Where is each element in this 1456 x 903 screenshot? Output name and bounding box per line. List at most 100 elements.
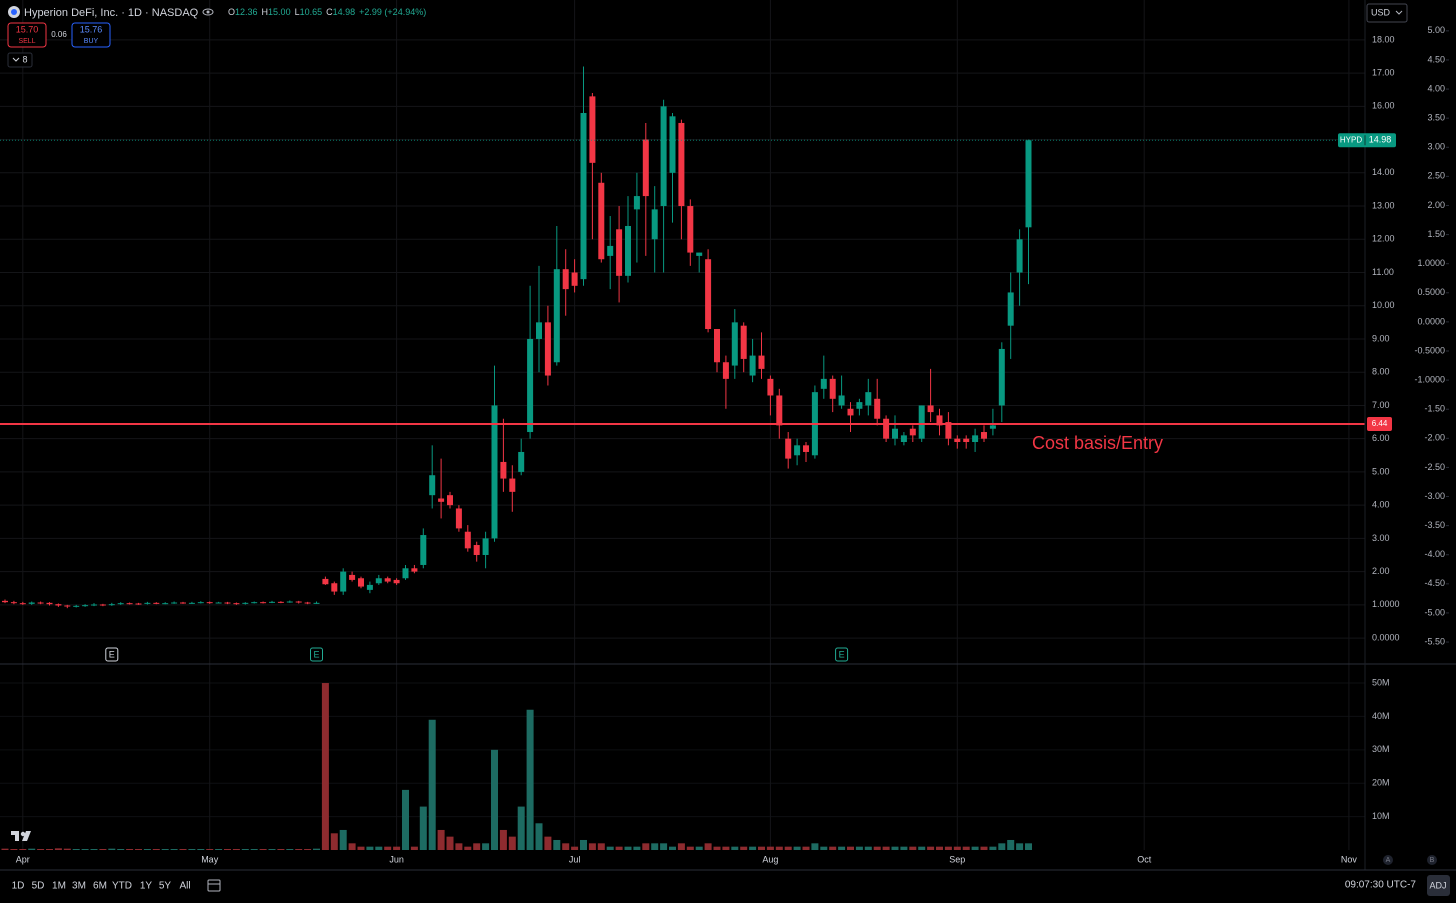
event-marker[interactable] <box>105 647 119 662</box>
candle-body <box>384 578 391 582</box>
volume-bar <box>936 846 943 850</box>
axes: 0.0000 1.0000 2.00 3.00 4.00 5.00 6.00 7.00 8.00… <box>16 25 1449 864</box>
volume-bar <box>962 846 970 850</box>
volume-bar <box>642 843 650 850</box>
volume-bar <box>749 846 757 850</box>
ohlc-value: 12.36 <box>235 7 258 17</box>
candle-body <box>473 545 480 555</box>
logo <box>11 831 31 841</box>
scale-button-label[interactable]: A <box>1386 857 1391 864</box>
range-button[interactable]: 1D <box>12 881 25 892</box>
range-button[interactable]: 1M <box>52 881 66 892</box>
candle-body <box>749 355 756 376</box>
indicators-count[interactable]: 8 <box>22 54 27 64</box>
buy-button[interactable]: 15.76 BUY <box>71 22 111 48</box>
range-button[interactable]: 5Y <box>159 881 172 892</box>
volume-bar <box>19 848 27 850</box>
candle-body <box>696 252 703 256</box>
scale-button[interactable] <box>1383 855 1393 865</box>
buy-label[interactable]: BUY <box>84 38 99 45</box>
sell-box[interactable] <box>7 22 47 48</box>
last-price-label: 14.98 <box>1369 135 1392 145</box>
y2-tick-label: -3.00 <box>1424 491 1445 501</box>
calendar-icon[interactable] <box>207 879 221 892</box>
candle-body <box>126 603 133 605</box>
sell-button[interactable]: 15.70 SELL <box>7 22 47 48</box>
volume-bar <box>847 846 854 850</box>
volume-bar <box>491 749 498 850</box>
x-tick-label: Aug <box>762 854 778 864</box>
currency[interactable]: USD <box>1371 7 1391 17</box>
currency-box[interactable] <box>1366 3 1408 23</box>
adj-button[interactable]: ADJ <box>1429 880 1446 890</box>
volume-bar <box>820 846 828 850</box>
indicators-box[interactable] <box>7 52 33 68</box>
candle-body <box>820 378 827 389</box>
range-button[interactable]: YTD <box>112 881 132 892</box>
adj-box[interactable] <box>1427 875 1450 896</box>
range-button[interactable]: 5D <box>32 881 45 892</box>
range-button[interactable]: 6M <box>93 881 107 892</box>
currency-select[interactable]: USD <box>1366 3 1408 23</box>
event-label[interactable]: E <box>839 649 845 659</box>
candle-body <box>669 116 676 173</box>
symbol-icon-inner <box>11 9 17 15</box>
candle-body <box>286 601 293 603</box>
event-marker[interactable] <box>310 647 323 662</box>
indicators-toggle[interactable]: 8 <box>7 52 33 68</box>
range-button[interactable]: All <box>179 881 190 892</box>
range-button[interactable]: 1Y <box>140 881 153 892</box>
volume-bar <box>953 846 961 850</box>
range-button[interactable]: 3M <box>72 881 86 892</box>
volume-bar <box>864 846 872 850</box>
marks: Cost basis/Entry E E E <box>0 66 1365 850</box>
eye-icon[interactable] <box>202 8 214 16</box>
y-tick-label: 9.00 <box>1372 333 1390 343</box>
candle-body <box>46 602 53 605</box>
sell-label[interactable]: SELL <box>18 38 35 45</box>
chevron <box>1395 10 1403 15</box>
event-label[interactable]: E <box>109 649 115 659</box>
ohlc-value: 15.00 <box>268 7 291 17</box>
chevron <box>12 57 20 62</box>
volume-bar <box>99 848 107 850</box>
candle-body <box>918 405 925 439</box>
symbol-title[interactable]: Hyperion DeFi, Inc. · 1D · NASDAQ <box>24 7 199 19</box>
volume-bar <box>170 848 178 850</box>
cost-basis-tag <box>1367 417 1392 432</box>
sell-price[interactable]: 15.70 <box>16 24 39 34</box>
volume-bar <box>695 846 703 850</box>
volume-bar <box>72 848 80 850</box>
y2-tick-label: 0.5000 <box>1417 287 1445 297</box>
volume-bar <box>348 843 356 850</box>
volume-bar <box>143 848 151 850</box>
volume-bar <box>713 846 721 850</box>
volume-bar <box>802 846 810 850</box>
clock: 09:07:30 UTC-7 <box>1345 880 1417 891</box>
event-marker[interactable] <box>835 647 849 662</box>
scale-button-label[interactable]: B <box>1430 857 1435 864</box>
candle-body <box>740 325 747 359</box>
volume-bar <box>704 843 712 850</box>
candle-body <box>429 475 436 496</box>
y-tick-label: 6.00 <box>1372 433 1390 443</box>
ohlc-value: 10.65 <box>300 7 323 17</box>
volume-bar <box>811 843 819 850</box>
scale-button[interactable] <box>1427 855 1437 865</box>
volume-bar <box>250 848 258 850</box>
buy-price[interactable]: 15.76 <box>80 24 103 34</box>
candle-body <box>589 96 596 163</box>
candle-body <box>215 602 222 604</box>
volume-bar <box>900 846 908 850</box>
event-label[interactable]: E <box>313 649 319 659</box>
volume-bar <box>580 839 587 850</box>
candle-body <box>642 139 649 197</box>
volume-bar <box>740 846 748 850</box>
volume-bar <box>188 848 196 850</box>
candle-body <box>438 498 445 502</box>
y-tick-label: 13.00 <box>1372 200 1395 210</box>
buy-box[interactable] <box>71 22 111 48</box>
candle-body <box>883 418 890 439</box>
volume-bar <box>197 848 205 850</box>
candle-body <box>687 206 694 253</box>
